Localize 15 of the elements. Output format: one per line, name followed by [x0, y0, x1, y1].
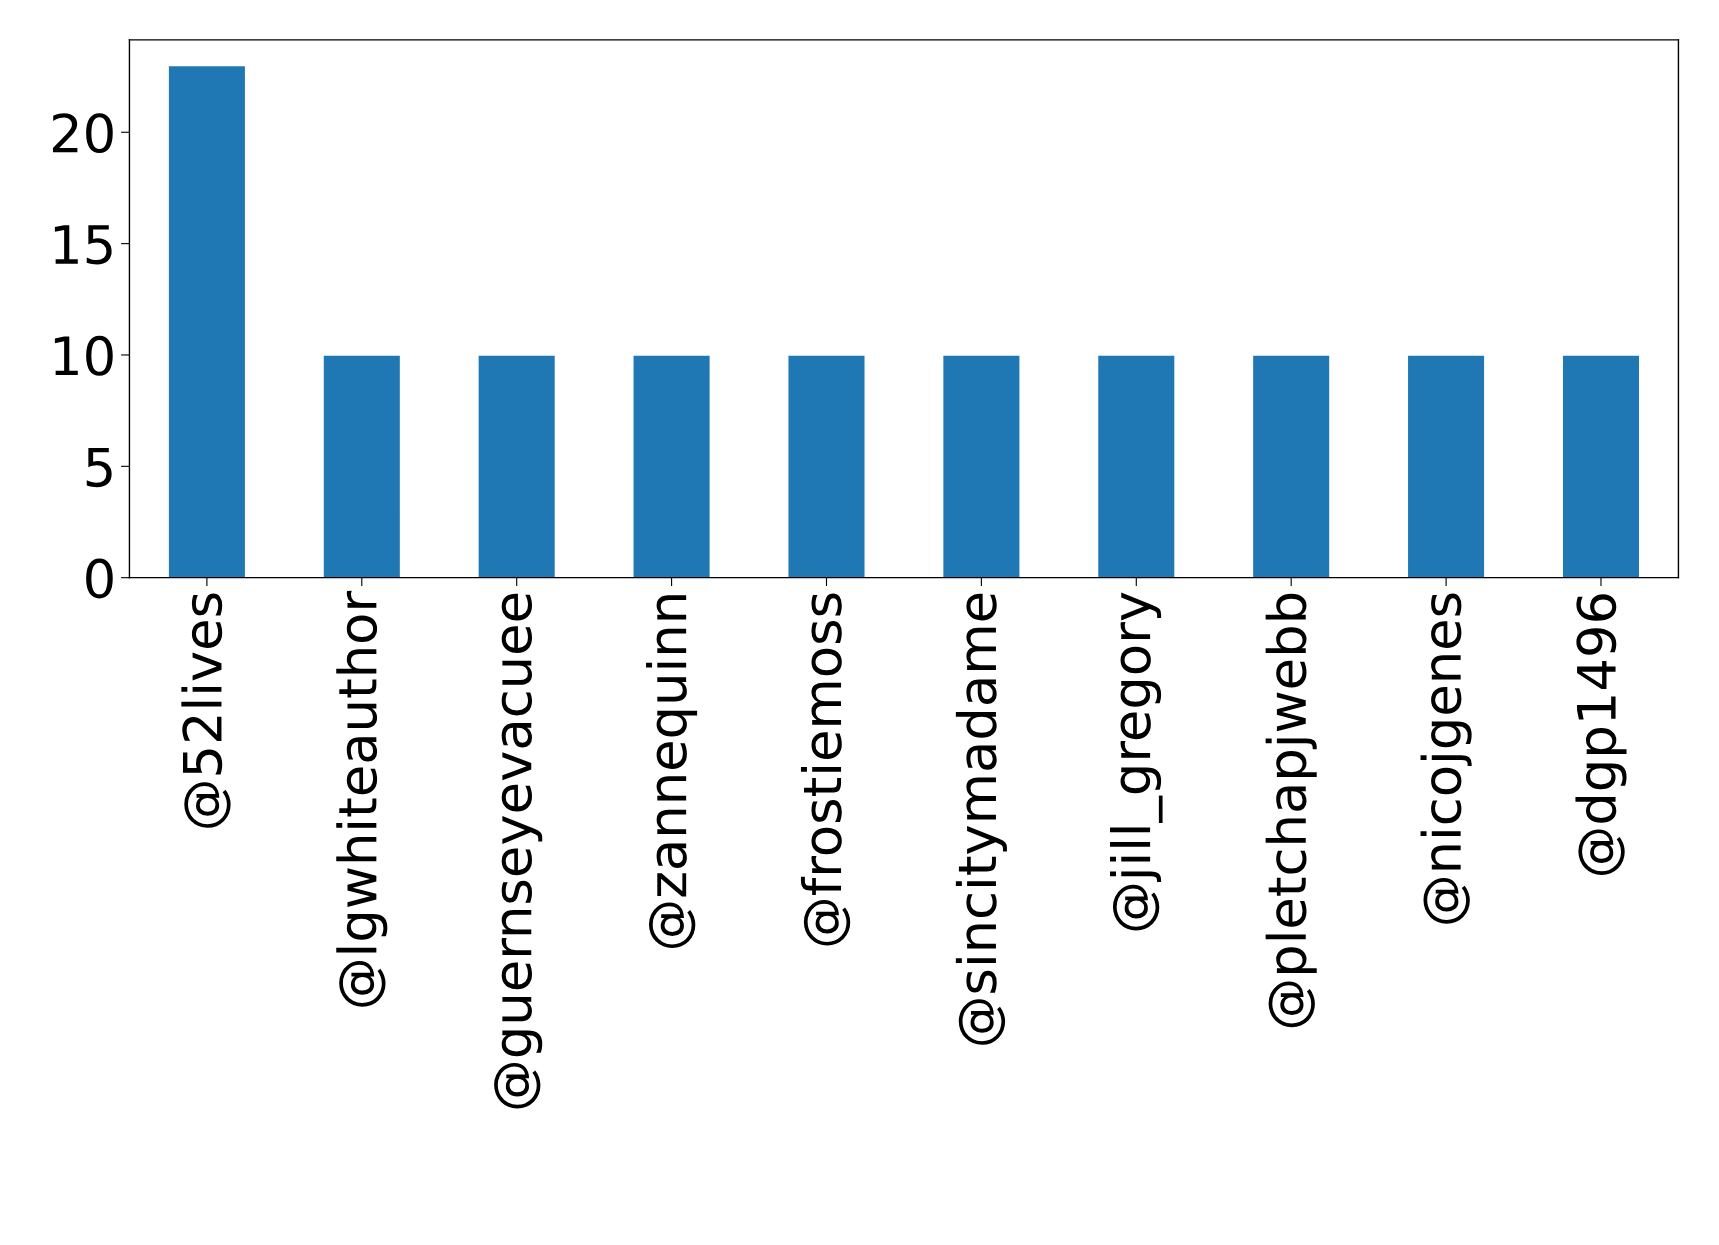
y-tick-label: 5 [86, 447, 112, 488]
y-tick-label: 15 [54, 225, 112, 265]
x-tick-label: @pletchapjwebb [1265, 593, 1317, 1028]
y-tick-label: 10 [54, 335, 113, 376]
x-tick-label: @zannequinn [646, 595, 698, 949]
x-tick-label: @frostiemoss [800, 593, 851, 946]
y-tick-label: 0 [86, 558, 113, 599]
y-tick-label: 20 [52, 113, 113, 154]
x-tick-label: @guernseyevacuee [494, 593, 543, 1109]
x-tick-label: @sincitymadame [955, 593, 1007, 1045]
x-tick-label: @dgp1496 [1575, 594, 1627, 876]
x-tick-label: @52lives [181, 593, 231, 828]
x-tick-label: @nicojgenes [1420, 593, 1472, 924]
x-tick-label: @lgwhiteauthor [336, 590, 388, 1007]
x-tick-label: @jill_gregory [1110, 592, 1163, 931]
